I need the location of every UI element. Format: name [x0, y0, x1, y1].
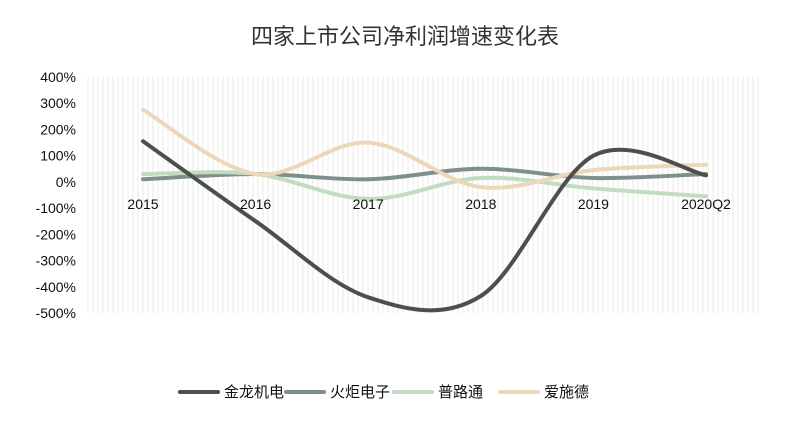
legend-label: 爱施德 [544, 383, 589, 401]
x-category-label: 2015 [127, 196, 158, 212]
y-tick-label: -400% [36, 279, 76, 295]
y-tick-label: 300% [40, 95, 76, 111]
y-tick-label: -300% [36, 253, 76, 269]
y-tick-label: -200% [36, 226, 76, 242]
y-axis-ticks: 400% 300% 200% 100% 0% -100% -200% -300% -400% -5… [36, 69, 76, 321]
y-tick-label: 100% [40, 148, 76, 164]
x-category-label: 2020Q2 [681, 196, 731, 212]
x-category-label: 2016 [240, 196, 271, 212]
series-line-4 [141, 107, 708, 190]
series-lines [141, 107, 708, 313]
y-tick-label: 200% [40, 121, 76, 137]
y-tick-label: -100% [36, 200, 76, 216]
legend-label: 火炬电子 [330, 383, 390, 401]
chart-title: 四家上市公司净利润增速变化表 [251, 25, 559, 50]
x-category-label: 2018 [465, 196, 496, 212]
legend-label: 金龙机电 [224, 383, 284, 401]
x-category-label: 2019 [578, 196, 609, 212]
legend-label: 普路通 [438, 383, 483, 401]
y-tick-label: 400% [40, 69, 76, 85]
series-line-1 [141, 139, 708, 313]
y-tick-label: -500% [36, 305, 76, 321]
legend: 金龙机电 火炬电子 普路通 爱施德 [178, 383, 589, 401]
x-axis-categories: 2015 2016 2017 2018 2019 2020Q2 [127, 196, 731, 212]
y-tick-label: 0% [56, 174, 76, 190]
x-category-label: 2017 [353, 196, 384, 212]
